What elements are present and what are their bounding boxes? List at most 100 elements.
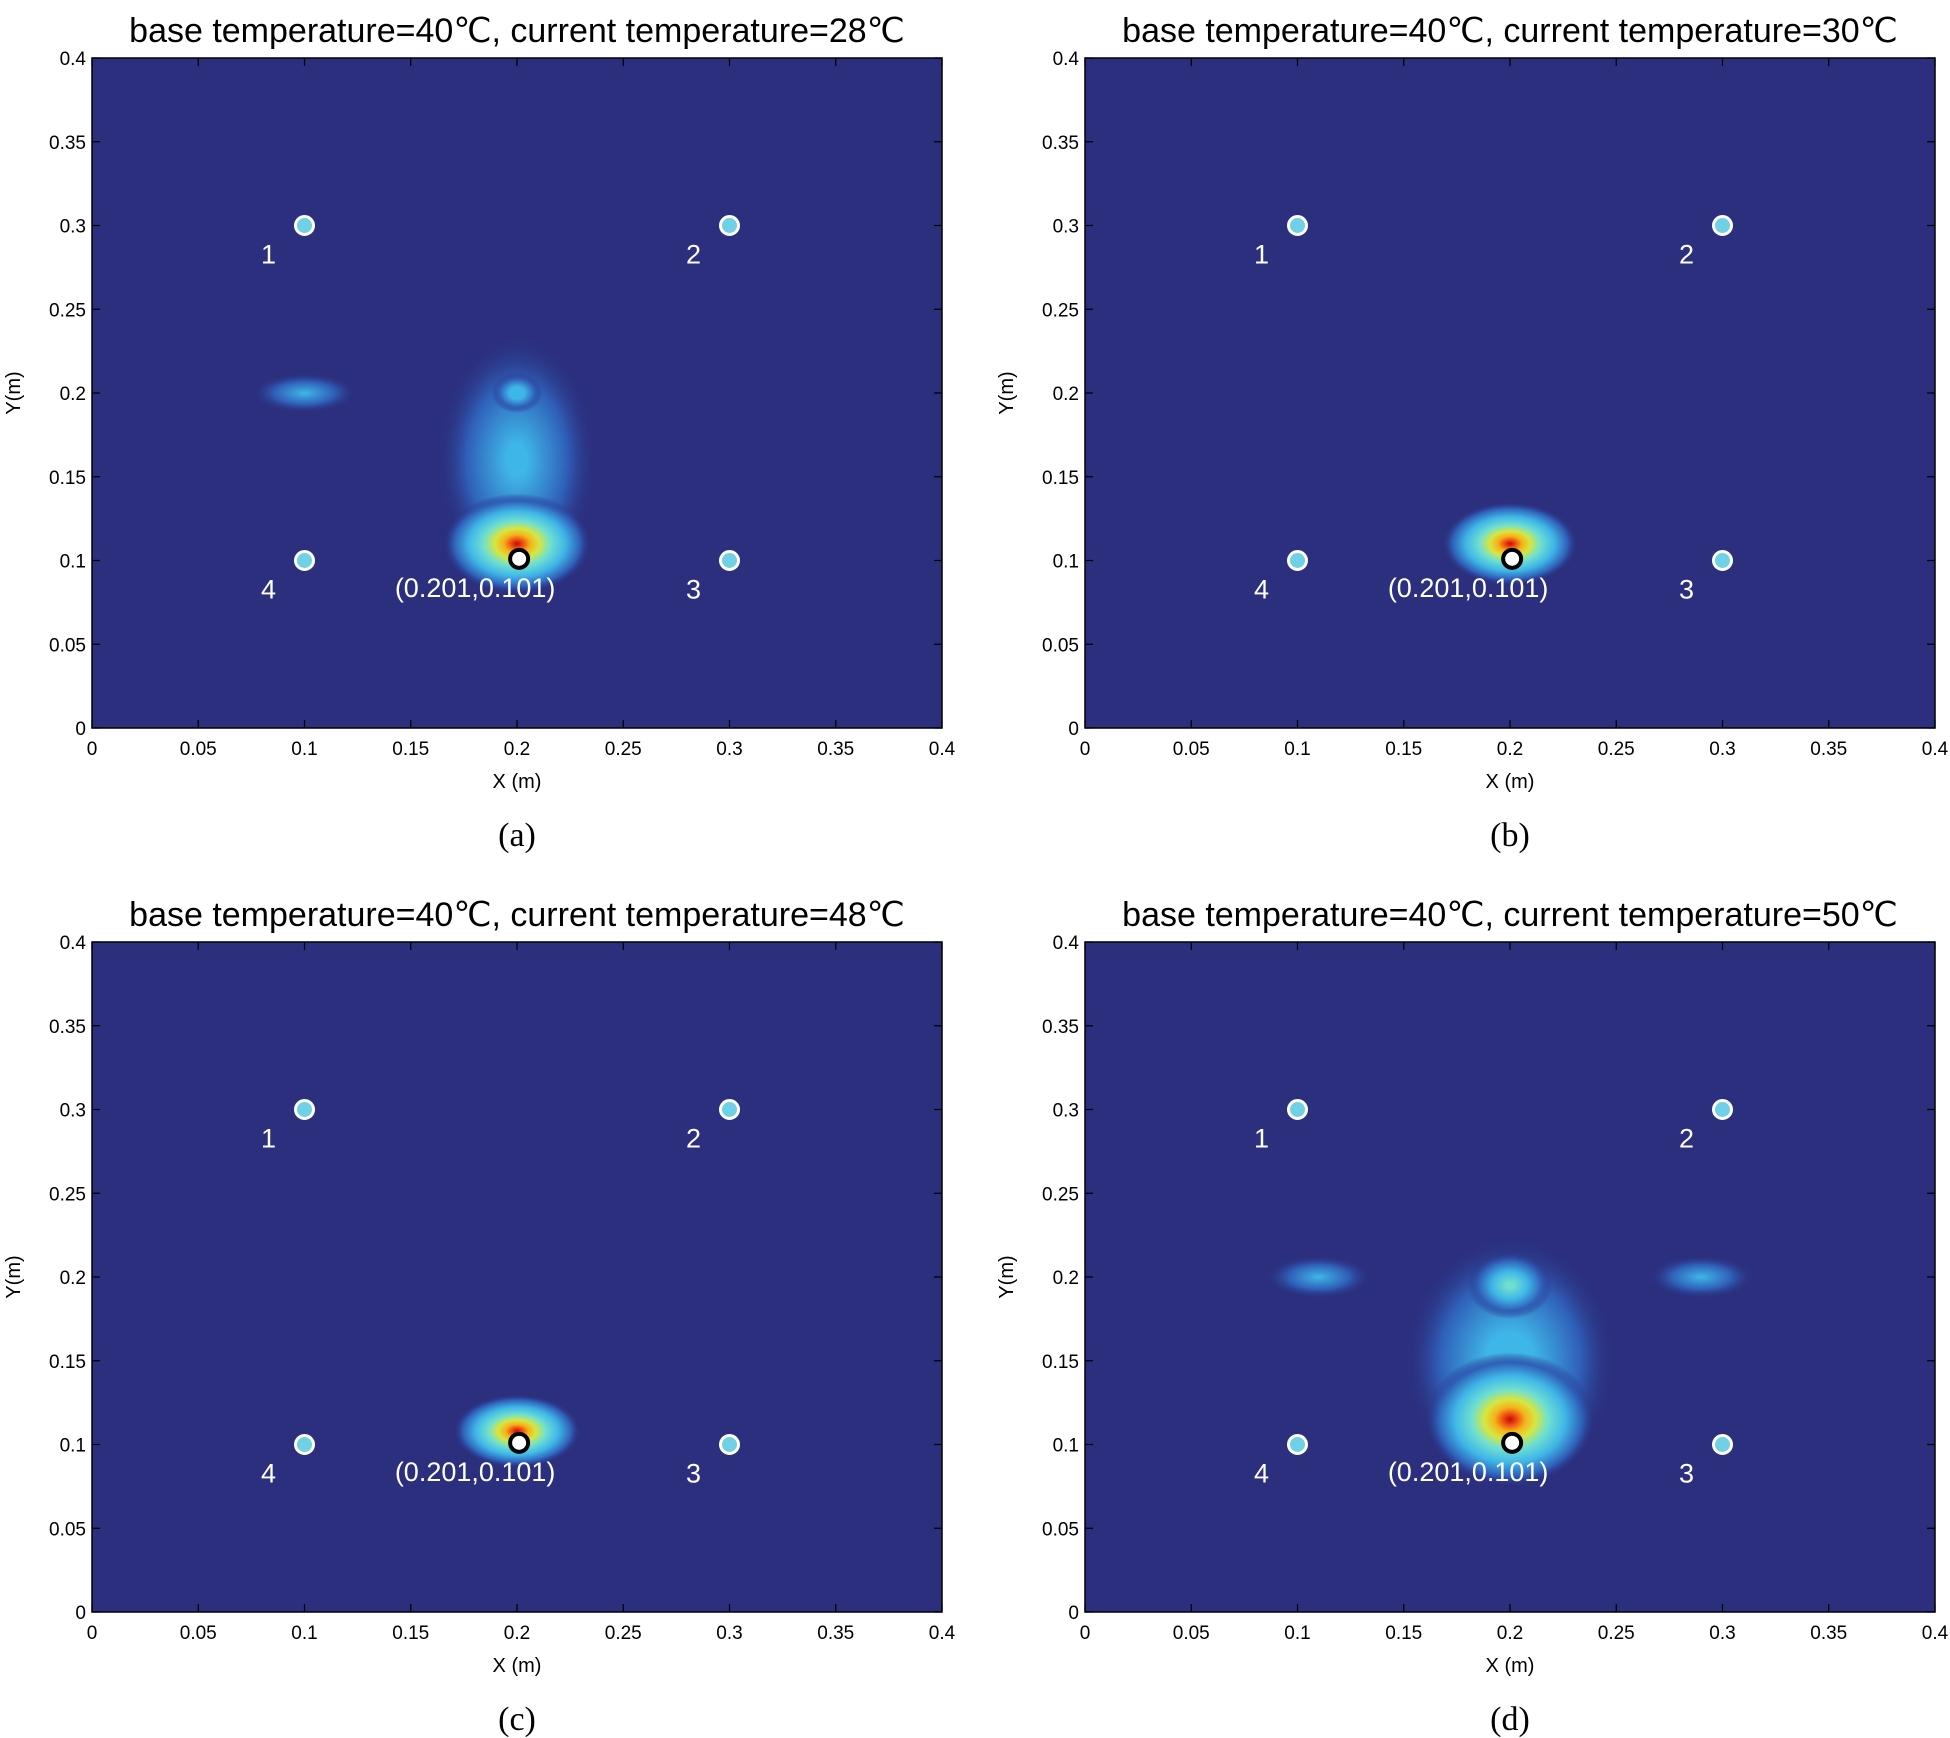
y-axis-label: Y(m) [996, 371, 1018, 414]
source-coordinate-label: (0.201,0.101) [395, 1457, 556, 1487]
x-tick-label: 0.05 [180, 739, 217, 760]
x-tick-label: 0.1 [1284, 739, 1310, 760]
y-tick-label: 0.4 [1053, 933, 1080, 954]
panel-caption: (c) [498, 1701, 536, 1738]
source-marker [508, 1431, 531, 1454]
x-tick-label: 0 [1080, 1623, 1091, 1644]
y-tick-label: 0.05 [49, 1519, 86, 1540]
y-tick-label: 0.35 [1042, 133, 1079, 154]
source-marker [1501, 547, 1524, 570]
sensor-marker-1 [1287, 215, 1308, 236]
sensor-marker-4 [294, 550, 315, 571]
x-tick-label: 0 [87, 1623, 98, 1644]
heat-field [1265, 1235, 1755, 1487]
y-tick-label: 0.1 [1053, 552, 1079, 573]
sensor-label-2: 2 [686, 240, 701, 270]
panel-a: base temperature=40℃, current temperatur… [3, 12, 956, 854]
source-coordinate-label: (0.201,0.101) [395, 573, 556, 603]
sensor-label-2: 2 [686, 1124, 701, 1154]
y-tick-label: 0.2 [60, 384, 86, 405]
sensor-label-3: 3 [686, 575, 701, 605]
y-tick-label: 0 [75, 719, 86, 740]
y-tick-label: 0.2 [1053, 1268, 1079, 1289]
x-axis-label: X (m) [1486, 771, 1535, 793]
x-tick-label: 0.25 [1598, 1623, 1635, 1644]
sensor-label-1: 1 [1254, 240, 1269, 270]
sensor-label-4: 4 [1254, 575, 1269, 605]
heat-blob [1442, 501, 1578, 586]
heat-blob [1648, 1255, 1755, 1299]
sensor-marker-4 [1287, 550, 1308, 571]
x-tick-label: 0 [1080, 739, 1091, 760]
y-axis-label: Y(m) [996, 1255, 1018, 1298]
x-tick-label: 0.35 [817, 739, 854, 760]
panel-caption: (b) [1490, 817, 1530, 854]
x-tick-label: 0.15 [392, 1623, 429, 1644]
y-tick-label: 0.4 [60, 933, 87, 954]
sensor-label-3: 3 [1679, 1459, 1694, 1489]
x-tick-label: 0.05 [1173, 739, 1210, 760]
sensor-label-2: 2 [1679, 1124, 1694, 1154]
panel-c: base temperature=40℃, current temperatur… [3, 896, 956, 1738]
x-tick-label: 0.1 [291, 1623, 317, 1644]
y-tick-label: 0.15 [49, 1352, 86, 1373]
x-tick-label: 0.25 [1598, 739, 1635, 760]
y-tick-label: 0.3 [60, 217, 86, 238]
y-tick-label: 0.2 [1053, 384, 1079, 405]
y-tick-label: 0.25 [1042, 300, 1079, 321]
x-axis-label: X (m) [493, 771, 542, 793]
sensor-label-2: 2 [1679, 240, 1694, 270]
plot-background [1085, 58, 1935, 728]
y-tick-label: 0.4 [60, 49, 87, 70]
x-tick-label: 0 [87, 739, 98, 760]
sensor-marker-3 [1712, 550, 1733, 571]
x-tick-label: 0.4 [1922, 739, 1949, 760]
heat-blob [1467, 1251, 1553, 1319]
panel-title: base temperature=40℃, current temperatur… [129, 896, 905, 934]
sensor-marker-1 [294, 1099, 315, 1120]
y-tick-label: 0.15 [1042, 1352, 1079, 1373]
y-tick-label: 0.25 [1042, 1184, 1079, 1205]
y-tick-label: 0.3 [1053, 1101, 1079, 1122]
sensor-label-3: 3 [1679, 575, 1694, 605]
heat-field [1442, 501, 1578, 586]
heat-field [453, 1394, 581, 1468]
source-marker [508, 547, 531, 570]
sensor-label-1: 1 [261, 240, 276, 270]
y-tick-label: 0 [75, 1603, 86, 1624]
sensor-marker-2 [1712, 215, 1733, 236]
panel-d: base temperature=40℃, current temperatur… [996, 896, 1949, 1738]
x-tick-label: 0.4 [1922, 1623, 1949, 1644]
y-tick-label: 0.25 [49, 300, 86, 321]
sensor-marker-4 [1287, 1434, 1308, 1455]
y-tick-label: 0.15 [1042, 468, 1079, 489]
sensor-marker-3 [719, 1434, 740, 1455]
panel-title: base temperature=40℃, current temperatur… [129, 12, 905, 50]
x-tick-label: 0.2 [1497, 739, 1523, 760]
panel-b: base temperature=40℃, current temperatur… [996, 12, 1949, 854]
x-tick-label: 0.35 [1810, 739, 1847, 760]
y-tick-label: 0.05 [49, 635, 86, 656]
heat-blob [453, 1394, 581, 1468]
x-tick-label: 0.4 [929, 739, 956, 760]
y-tick-label: 0.25 [49, 1184, 86, 1205]
x-tick-label: 0.4 [929, 1623, 956, 1644]
source-coordinate-label: (0.201,0.101) [1388, 573, 1549, 603]
source-marker [1501, 1431, 1524, 1454]
panel-caption: (a) [498, 817, 536, 854]
sensor-label-4: 4 [261, 1459, 276, 1489]
sensor-label-1: 1 [261, 1124, 276, 1154]
y-tick-label: 0 [1068, 719, 1079, 740]
source-coordinate-label: (0.201,0.101) [1388, 1457, 1549, 1487]
x-tick-label: 0.3 [716, 739, 742, 760]
x-tick-label: 0.05 [1173, 1623, 1210, 1644]
x-tick-label: 0.15 [392, 739, 429, 760]
heat-field [251, 334, 598, 594]
y-tick-label: 0.1 [1053, 1436, 1079, 1457]
sensor-label-4: 4 [261, 575, 276, 605]
heat-blob [442, 493, 592, 594]
heat-blob [1265, 1255, 1372, 1299]
x-tick-label: 0.3 [716, 1623, 742, 1644]
sensor-marker-3 [1712, 1434, 1733, 1455]
